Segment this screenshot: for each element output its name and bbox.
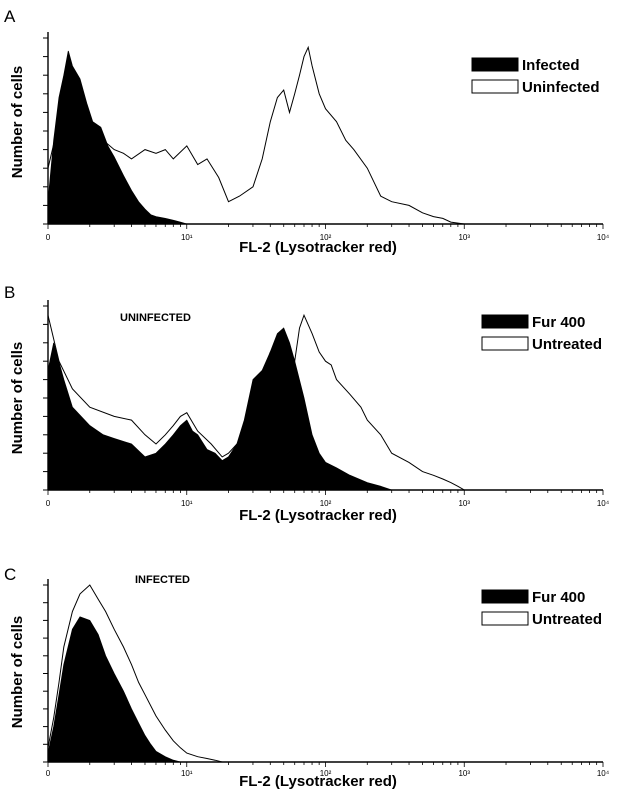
x-axis-label: FL-2 (Lysotracker red)	[239, 239, 397, 256]
x-tick-label: 10²	[320, 499, 332, 508]
series-fur-400	[47, 327, 392, 491]
x-tick-label: 10³	[458, 233, 470, 242]
x-tick-label: 10⁴	[597, 499, 610, 508]
x-tick-label: 10¹	[181, 769, 193, 778]
x-axis-label: FL-2 (Lysotracker red)	[239, 507, 397, 524]
x-tick-label: 10¹	[181, 233, 193, 242]
x-tick-label: 10²	[320, 769, 332, 778]
x-tick-label: 10⁴	[597, 233, 610, 242]
x-tick-label: 10⁴	[597, 769, 610, 778]
series-untreated	[47, 584, 229, 763]
legend-swatch-fur-400	[481, 589, 529, 604]
panel-letter: C	[4, 565, 16, 584]
legend-swatch-infected	[471, 57, 519, 72]
x-tick-label: 10¹	[181, 499, 193, 508]
legend-label: Infected	[522, 57, 580, 74]
x-axis-label: FL-2 (Lysotracker red)	[239, 773, 397, 790]
legend-label: Fur 400	[532, 314, 585, 331]
legend-label: Uninfected	[522, 79, 600, 96]
legend-label: Untreated	[532, 611, 602, 628]
panel-letter: B	[4, 283, 15, 302]
series-fur-400	[47, 616, 187, 763]
series-untreated	[47, 313, 467, 491]
y-axis-label: Number of cells	[9, 342, 26, 455]
x-tick-label: 10³	[458, 769, 470, 778]
panel-annotation: INFECTED	[135, 574, 190, 586]
series-infected	[47, 50, 187, 225]
x-tick-label: 10²	[320, 233, 332, 242]
panel-letter: A	[4, 7, 16, 26]
y-axis-label: Number of cells	[9, 616, 26, 729]
series-uninfected	[47, 45, 465, 225]
panel-a: A 0 10¹ 10² 10³ 10⁴ FL-2 (Lysotracker red) Numb…	[4, 7, 610, 256]
x-tick-label: 0	[46, 233, 51, 242]
legend-label: Untreated	[532, 336, 602, 353]
legend-swatch-fur-400	[481, 314, 529, 329]
x-tick-label: 0	[46, 499, 51, 508]
x-tick-label: 10³	[458, 499, 470, 508]
legend-label: Fur 400	[532, 589, 585, 606]
y-axis-label: Number of cells	[9, 66, 26, 179]
legend-swatch-uninfected	[471, 79, 519, 94]
panel-c: C 0 10¹ 10² 10³ 10⁴ FL-2 (Lysotracker red) Numb…	[4, 565, 610, 790]
panel-b: B 0 10¹ 10² 10³ 10⁴ FL-2 (Lysotracker red) Numb…	[4, 283, 610, 524]
legend-swatch-untreated	[481, 611, 529, 626]
legend-swatch-untreated	[481, 336, 529, 351]
panel-annotation: UNINFECTED	[120, 312, 191, 324]
x-tick-label: 0	[46, 769, 51, 778]
